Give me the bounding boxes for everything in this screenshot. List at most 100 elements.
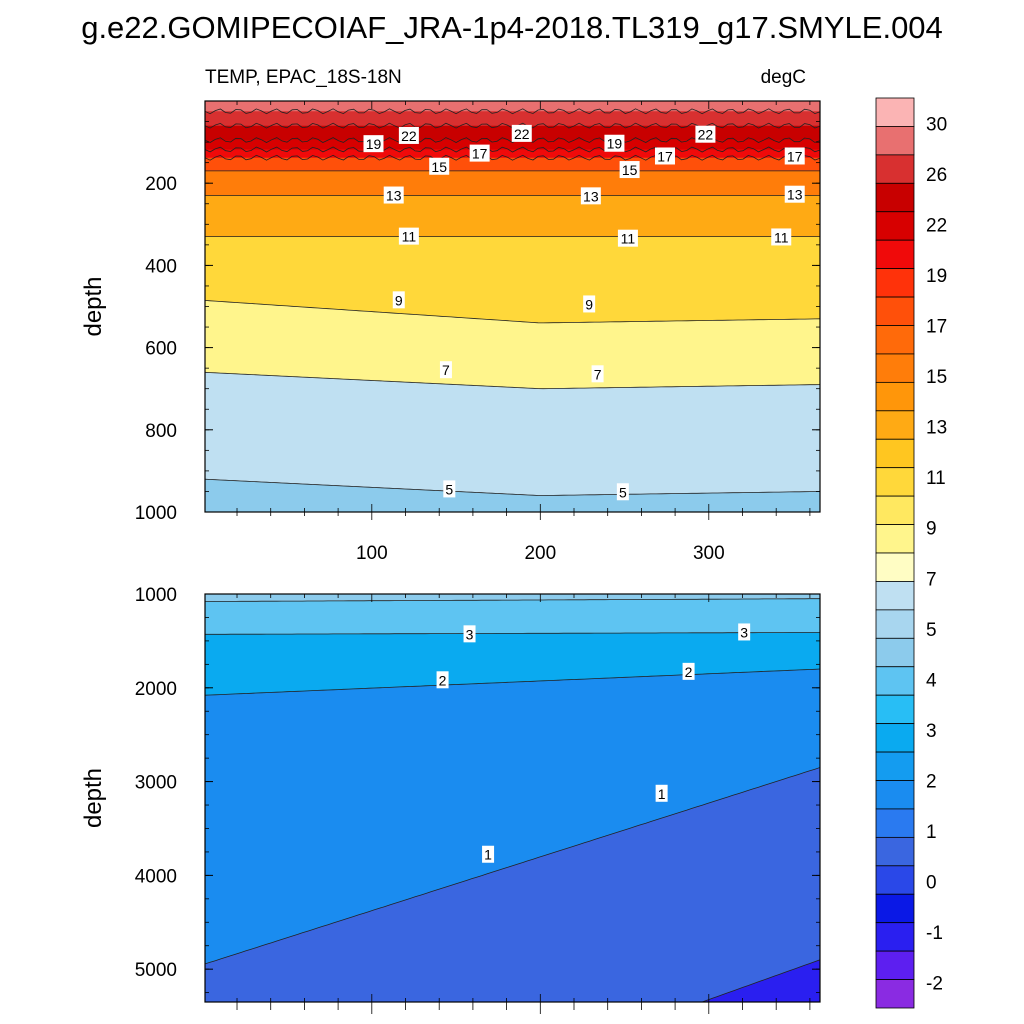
y-tick-label: 200 <box>145 174 177 195</box>
colorbar-swatch <box>875 979 915 1009</box>
contour-label: 13 <box>784 185 805 203</box>
isotherm-line <box>205 959 820 1002</box>
contour-label-box <box>784 147 805 165</box>
contour-label-box <box>695 125 716 143</box>
contour-label-box <box>655 784 668 802</box>
colorbar-swatch <box>875 524 915 554</box>
upper-panel: 22 22 22 19 19 17 17 17 15 15 13 13 13 11 11 11 9 9 7 7 5 5 20… <box>80 100 821 564</box>
contour-label-text: 22 <box>401 128 417 144</box>
colorbar-swatch <box>875 381 915 412</box>
x-tick-label: 100 <box>356 543 388 564</box>
contour-label-text: 19 <box>366 136 382 152</box>
isotherm-line <box>205 300 820 324</box>
colorbar-swatch <box>875 723 915 753</box>
y-tick-label: 2000 <box>135 679 177 700</box>
contour-label: 3 <box>463 625 476 643</box>
panel-subtitle-left: TEMP, EPAC_18S-18N <box>205 67 402 88</box>
colorbar-swatch <box>875 751 915 781</box>
colorbar-swatch <box>875 808 915 838</box>
contour-label: 17 <box>784 147 805 165</box>
contour-label: 2 <box>682 662 695 680</box>
colorbar-swatch <box>875 410 915 440</box>
y-tick-label: 5000 <box>135 960 177 981</box>
plot-frame <box>204 593 821 1003</box>
colorbar-label: 5 <box>926 620 937 641</box>
contour-label: 17 <box>654 147 675 165</box>
contour-label-text: 22 <box>514 126 530 142</box>
colorbar: -2 -1 0 1 2 3 4 5 7 9 11 13 15 17 19 22 26 30 <box>875 97 947 1009</box>
contour-label-text: 15 <box>431 159 447 175</box>
colorbar-label: 22 <box>926 215 947 236</box>
contour-label: 5 <box>443 480 456 498</box>
colorbar-swatch <box>875 154 915 184</box>
contour-label-box <box>398 227 419 245</box>
contour-label: 1 <box>482 845 495 863</box>
contour-label-text: 5 <box>619 484 627 500</box>
colorbar-swatch <box>875 296 915 326</box>
contour-label-box <box>511 124 532 142</box>
contour-label: 11 <box>771 228 792 246</box>
contour-label-text: 2 <box>685 664 693 680</box>
colorbar-label: 15 <box>926 367 947 388</box>
contour-label-box <box>617 229 638 247</box>
isotherm-line <box>205 108 820 115</box>
colorbar-swatch <box>875 268 915 298</box>
contour-label: 9 <box>583 295 596 313</box>
colorbar-swatch <box>875 182 915 213</box>
contour-label-box <box>429 157 450 175</box>
colorbar-label: 0 <box>926 873 937 894</box>
panel-subtitle-right: degC <box>761 67 806 88</box>
lower-panel: 3 3 2 2 1 1 1000 2000 3000 4000 5000 depth <box>80 585 821 1014</box>
y-tick-label: 3000 <box>135 773 177 794</box>
contour-label-text: 5 <box>445 481 453 497</box>
colorbar-swatch <box>875 637 915 668</box>
contour-label-text: 3 <box>740 624 748 640</box>
main-title: g.e22.GOMIPECOIAF_JRA-1p4-2018.TL319_g17… <box>81 10 943 45</box>
colorbar-label: 2 <box>926 772 937 793</box>
colorbar-swatch <box>875 495 915 525</box>
isotherm-line <box>205 478 820 496</box>
contour-region <box>205 479 820 512</box>
contour-label-box <box>482 845 495 863</box>
contour-label-text: 9 <box>585 296 593 312</box>
contour-label: 13 <box>383 186 404 204</box>
colorbar-label: 1 <box>926 822 937 843</box>
colorbar-label: 19 <box>926 266 947 287</box>
colorbar-swatch <box>875 239 915 270</box>
colorbar-label: 30 <box>926 114 947 135</box>
isotherm-line <box>205 154 820 161</box>
colorbar-swatch <box>875 438 915 469</box>
contour-label-text: 9 <box>395 292 403 308</box>
contour-region <box>205 372 820 512</box>
contour-label-box <box>436 671 449 689</box>
colorbar-swatch <box>875 467 915 497</box>
colorbar-label: 17 <box>926 317 947 338</box>
isotherm-line <box>205 598 820 602</box>
colorbar-swatch <box>875 97 915 127</box>
colorbar-swatch <box>875 581 915 611</box>
contour-label: 15 <box>619 161 640 179</box>
colorbar-label: 26 <box>926 165 947 186</box>
contour-label-text: 7 <box>594 366 602 382</box>
contour-label-box <box>784 185 805 203</box>
contour-label-box <box>580 187 601 205</box>
contour-label-box <box>619 161 640 179</box>
isotherm-line <box>205 632 820 635</box>
colorbar-swatch <box>875 609 915 639</box>
contour-label-text: 17 <box>472 146 488 162</box>
colorbar-swatch <box>875 325 915 355</box>
contour-label-box <box>591 365 604 383</box>
colorbar-label: -2 <box>926 974 943 995</box>
contour-label: 11 <box>617 229 638 247</box>
contour-label: 13 <box>580 187 601 205</box>
colorbar-swatch <box>875 694 915 725</box>
contour-label-box <box>392 291 405 309</box>
contour-label: 19 <box>604 134 625 152</box>
contour-label-box <box>583 295 596 313</box>
contour-label-text: 1 <box>658 786 666 802</box>
colorbar-swatch <box>875 353 915 383</box>
contour-label: 5 <box>616 483 629 501</box>
colorbar-swatch <box>875 950 915 980</box>
contour-label-box <box>738 623 751 641</box>
